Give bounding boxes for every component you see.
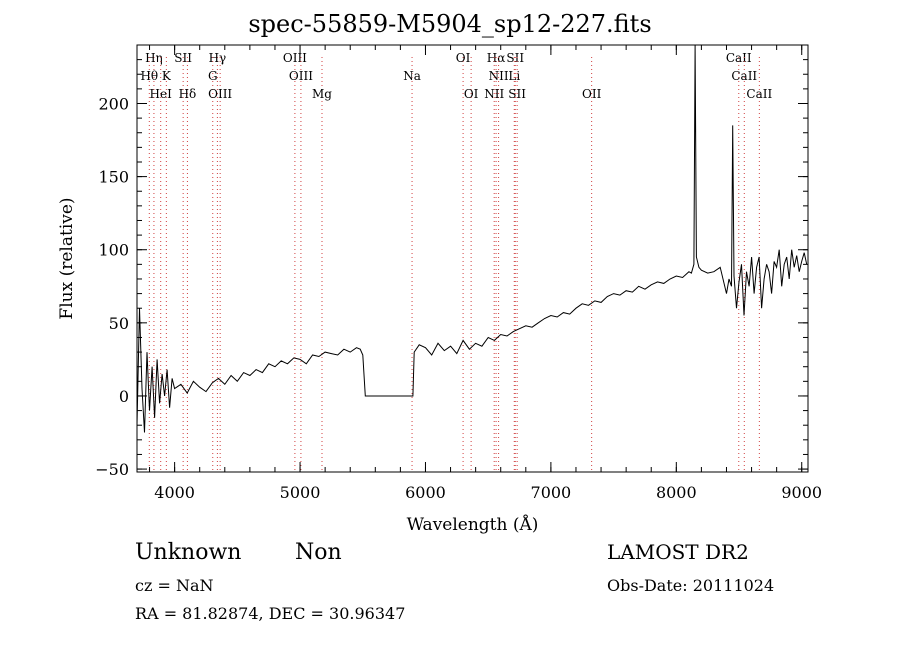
line-marker-label: Hθ [140,69,158,83]
line-marker-label: OII [582,87,602,101]
line-marker-label: CaII [746,87,772,101]
plot-frame [136,44,809,473]
line-marker-label: OIII [283,51,307,65]
line-marker-label: NII [489,69,509,83]
y-axis-label: Flux (relative) [57,197,77,319]
line-marker-label: CaII [726,51,752,65]
classification-label: Unknown [135,540,242,565]
line-marker-label: Li [508,69,520,83]
line-marker-label: OIII [208,87,232,101]
survey-label: LAMOST DR2 [607,540,749,564]
line-marker-label: SII [506,51,524,65]
spectrum-line [136,44,808,433]
y-tick-label: 100 [98,241,129,260]
line-marker-label: NII [484,87,504,101]
line-marker-label: HeI [150,87,173,101]
y-tick-label: 50 [109,314,129,333]
x-tick-label: 4000 [154,483,195,502]
line-marker-label: Na [403,69,421,83]
x-tick-label: 5000 [280,483,321,502]
obs-date-label: Obs-Date: 20111024 [607,576,775,595]
line-marker-label: SII [174,51,192,65]
y-tick-label: 200 [98,94,129,113]
x-axis-label: Wavelength (Å) [407,514,539,535]
chart-title: spec-55859-M5904_sp12-227.fits [248,10,652,38]
x-tick-label: 9000 [781,483,822,502]
line-marker-label: SII [508,87,526,101]
line-marker-label: Hδ [179,87,197,101]
y-tick-label: 0 [119,387,129,406]
x-tick-label: 8000 [656,483,697,502]
line-marker-label: CaII [731,69,757,83]
line-marker-label: Hη [145,51,163,65]
y-tick-label: −50 [95,460,129,479]
line-marker-label: OI [456,51,471,65]
x-tick-label: 6000 [405,483,446,502]
line-marker-label: K [162,69,172,83]
coordinates-label: RA = 81.82874, DEC = 30.96347 [135,604,406,623]
y-tick-label: 150 [98,168,129,187]
subclass-label: Non [295,540,342,565]
x-tick-label: 7000 [531,483,572,502]
line-marker-label: Hγ [209,51,227,65]
line-marker-label: G [208,69,218,83]
line-marker-label: Hα [487,51,506,65]
line-marker-label: Mg [312,87,332,101]
line-marker-label: OIII [289,69,313,83]
redshift-label: cz = NaN [135,576,214,595]
line-marker-label: OI [464,87,479,101]
